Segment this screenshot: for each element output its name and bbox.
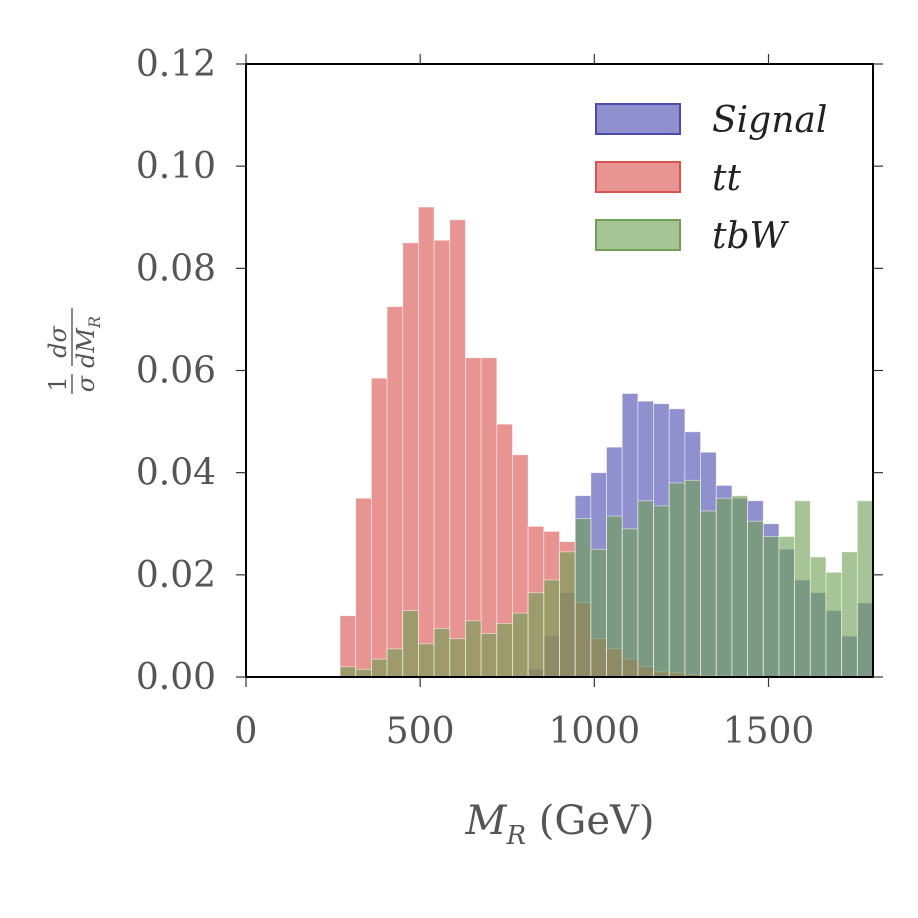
bar-tbW-22 (684, 479, 701, 678)
y-tick-label: 0.10 (136, 146, 216, 187)
bar-tbW-17 (606, 515, 623, 678)
bar-tbW-23 (700, 510, 717, 678)
bar-tbW-8 (465, 620, 482, 678)
bar-tbW-32 (841, 551, 858, 678)
bar-tt-7 (449, 219, 466, 678)
legend-label-Signal: Signal (712, 100, 827, 141)
bar-tbW-33 (856, 500, 874, 678)
bar-tbW-21 (668, 482, 686, 678)
bar-tbW-13 (543, 579, 560, 678)
bar-tbW-11 (512, 612, 529, 678)
legend-label-tt: tt (712, 158, 741, 199)
bar-tbW-26 (747, 520, 764, 678)
y-tick-label: 0.12 (136, 44, 216, 85)
svg-text:1: 1 (44, 376, 72, 391)
bar-tbW-28 (778, 536, 796, 678)
bar-tbW-30 (809, 556, 827, 678)
svg-text:σ: σ (72, 375, 100, 392)
legend: Signal tt tbW (595, 100, 827, 257)
series-tbW (339, 479, 874, 678)
bar-tbW-25 (731, 495, 748, 678)
x-tick-label: 0 (235, 711, 258, 752)
bar-tbW-15 (574, 518, 592, 678)
bar-tt-9 (480, 357, 498, 678)
x-tick-label: 1000 (549, 711, 641, 752)
bar-tbW-5 (418, 643, 435, 678)
x-tick-label: 1500 (723, 711, 815, 752)
bar-tt-5 (418, 206, 435, 678)
bar-tbW-9 (480, 633, 498, 678)
bar-tbW-29 (794, 500, 811, 678)
bar-tbW-12 (527, 592, 545, 678)
x-axis-label: MR (GeV) (465, 798, 655, 851)
bar-tbW-20 (653, 505, 670, 678)
bar-tbW-1 (355, 668, 372, 678)
bar-tbW-10 (496, 622, 513, 678)
y-tick-label: 0.00 (136, 657, 216, 698)
y-axis-label: 1 σdσ dMR (44, 308, 104, 394)
bar-tbW-24 (715, 497, 733, 678)
legend-swatch-Signal (595, 103, 681, 135)
bar-tt-3 (386, 306, 404, 678)
svg-text:dMR: dMR (72, 316, 104, 368)
bar-tbW-16 (590, 548, 607, 678)
y-tick-label: 0.08 (136, 248, 216, 289)
histogram-bars (339, 206, 874, 678)
bar-tbW-0 (339, 666, 357, 678)
bar-tbW-19 (637, 500, 654, 678)
bar-tbW-14 (559, 551, 576, 678)
bar-tbW-31 (825, 571, 843, 678)
bar-tt-6 (433, 239, 451, 678)
bar-tbW-7 (449, 638, 466, 678)
y-tick-label: 0.02 (136, 555, 216, 596)
y-tick-label: 0.04 (136, 453, 216, 494)
bar-tt-2 (370, 377, 388, 678)
y-tick-label: 0.06 (136, 351, 216, 392)
axes (236, 54, 883, 687)
bar-tbW-4 (402, 610, 419, 678)
x-tick-label: 500 (386, 711, 455, 752)
bar-tbW-18 (621, 528, 639, 678)
legend-swatch-tbW (595, 219, 681, 251)
bar-tbW-2 (370, 658, 388, 678)
legend-label-tbW: tbW (712, 216, 790, 257)
bar-tbW-3 (386, 648, 404, 678)
bar-tt-1 (355, 497, 372, 678)
bar-tbW-27 (762, 536, 780, 678)
bar-tbW-6 (433, 628, 451, 678)
legend-swatch-tt (595, 161, 681, 193)
svg-text:dσ: dσ (44, 326, 72, 358)
axis-labels: 0.00 0.02 0.04 0.06 0.08 0.10 0.12 0 500 1000 1500… (44, 44, 814, 851)
